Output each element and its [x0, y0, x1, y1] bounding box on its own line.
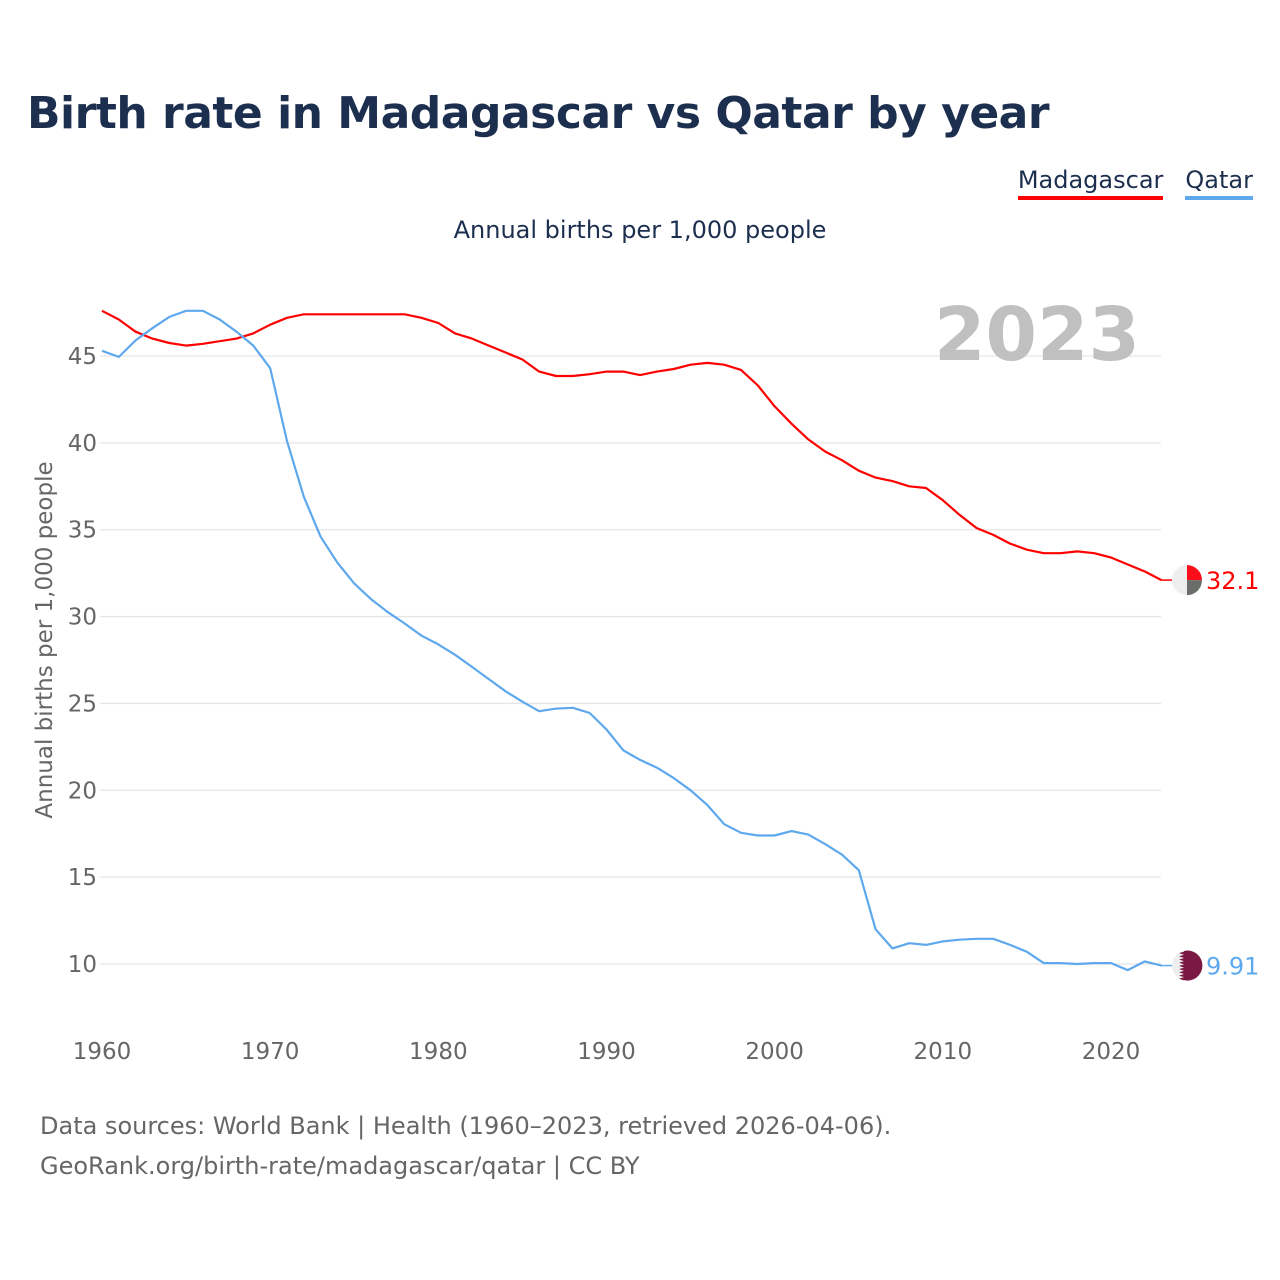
y-tick-label: 10 [68, 952, 97, 978]
legend-item-qatar[interactable]: Qatar [1185, 166, 1253, 200]
legend: Madagascar Qatar [1017, 166, 1253, 200]
x-tick-label: 1960 [73, 1039, 132, 1065]
y-tick-label: 30 [68, 605, 97, 631]
x-tick-label: 2000 [745, 1039, 804, 1065]
y-tick-label: 35 [68, 518, 97, 544]
year-watermark: 2023 [934, 292, 1140, 378]
y-tick-label: 40 [68, 431, 97, 457]
end-value-label: 32.1 [1206, 567, 1259, 595]
footer: Data sources: World Bank | Health (1960–… [40, 1106, 891, 1186]
data-source: Data sources: World Bank | Health (1960–… [40, 1112, 892, 1140]
chart-title: Birth rate in Madagascar vs Qatar by yea… [27, 88, 1050, 139]
y-tick-label: 25 [68, 691, 97, 717]
x-tick-label: 1990 [577, 1039, 636, 1065]
x-tick-label: 1970 [241, 1039, 300, 1065]
qatar-flag-icon [1172, 950, 1203, 981]
y-tick-label: 45 [68, 344, 97, 370]
chart-subtitle: Annual births per 1,000 people [453, 216, 827, 244]
series-line-madagascar [101, 309, 1163, 582]
x-tick-label: 1980 [409, 1039, 468, 1065]
x-tick-label: 2020 [1082, 1039, 1141, 1065]
y-tick-label: 15 [68, 865, 97, 891]
x-tick-label: 2010 [914, 1039, 973, 1065]
y-tick-label: 20 [68, 778, 97, 804]
series-line-qatar [101, 309, 1162, 972]
y-axis-label: Annual births per 1,000 people [32, 461, 58, 818]
legend-item-madagascar[interactable]: Madagascar [1017, 166, 1164, 200]
source-link[interactable]: GeoRank.org/birth-rate/madagascar/qatar … [40, 1152, 640, 1180]
end-value-label: 9.91 [1206, 953, 1259, 981]
madagascar-flag-icon [1172, 565, 1202, 596]
